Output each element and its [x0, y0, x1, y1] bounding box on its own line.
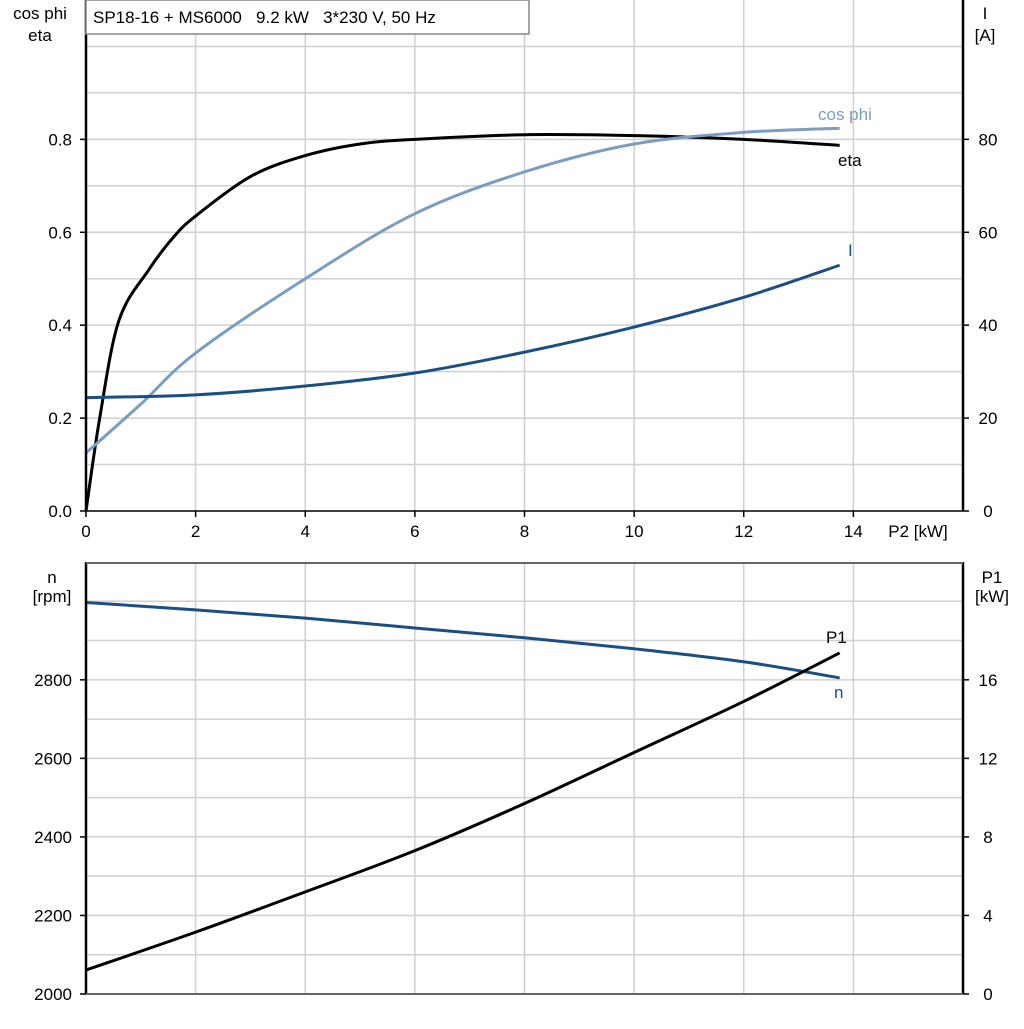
curve-cos-phi — [85, 126, 840, 455]
x-tick-label: 12 — [734, 522, 753, 541]
title-box — [85, 0, 530, 35]
x-tick-label: 10 — [625, 522, 644, 541]
x-tick-label: 8 — [520, 522, 529, 541]
y-tick-label-right: 80 — [979, 130, 998, 149]
y-axis-label-right: P1 — [982, 568, 1003, 587]
y-tick-label-right: 16 — [979, 671, 998, 690]
y-tick-label-left: 0.4 — [48, 316, 72, 335]
y-tick-label-left: 2600 — [34, 749, 72, 768]
curve-I — [85, 263, 841, 400]
y-tick-label-left: 2000 — [34, 985, 72, 1004]
y-axis-label-left: eta — [28, 26, 52, 45]
y-axis-label-right: [kW] — [975, 587, 1009, 606]
x-axis-label: P2 [kW] — [888, 522, 948, 541]
y-tick-label-right: 4 — [983, 906, 992, 925]
y-axis-label-left: [rpm] — [33, 587, 72, 606]
y-tick-label-left: 0.0 — [48, 502, 72, 521]
x-tick-label: 2 — [191, 522, 200, 541]
series-label-P1: P1 — [826, 628, 847, 647]
y-tick-label-right: 12 — [979, 749, 998, 768]
curve-eta — [84, 132, 840, 512]
y-tick-label-right: 60 — [979, 223, 998, 242]
series-label-I: I — [848, 241, 853, 260]
series-label-eta: eta — [838, 151, 862, 170]
curve-P1 — [85, 651, 841, 972]
y-tick-label-right: 8 — [983, 828, 992, 847]
x-tick-label: 6 — [410, 522, 419, 541]
series-label-n: n — [834, 683, 843, 702]
y-tick-label-right: 40 — [979, 316, 998, 335]
y-tick-label-right: 0 — [983, 502, 992, 521]
series-label-cos-phi: cos phi — [818, 105, 872, 124]
x-tick-label: 0 — [81, 522, 90, 541]
y-tick-label-left: 2800 — [34, 671, 72, 690]
x-tick-label: 14 — [844, 522, 863, 541]
chart-title: SP18-16 + MS6000 9.2 kW 3*230 V, 50 Hz — [93, 8, 436, 27]
y-tick-label-left: 0.2 — [48, 409, 72, 428]
y-tick-label-right: 0 — [983, 985, 992, 1004]
curve-n — [85, 600, 840, 680]
y-axis-label-right: I — [983, 4, 988, 23]
y-tick-label-left: 0.8 — [48, 130, 72, 149]
y-tick-label-left: 0.6 — [48, 223, 72, 242]
y-axis-label-left: n — [47, 568, 56, 587]
y-axis-label-right: [A] — [975, 26, 996, 45]
x-tick-label: 4 — [301, 522, 310, 541]
y-tick-label-right: 20 — [979, 409, 998, 428]
y-axis-label-left: cos phi — [13, 4, 67, 23]
y-tick-label-left: 2200 — [34, 906, 72, 925]
y-tick-label-left: 2400 — [34, 828, 72, 847]
